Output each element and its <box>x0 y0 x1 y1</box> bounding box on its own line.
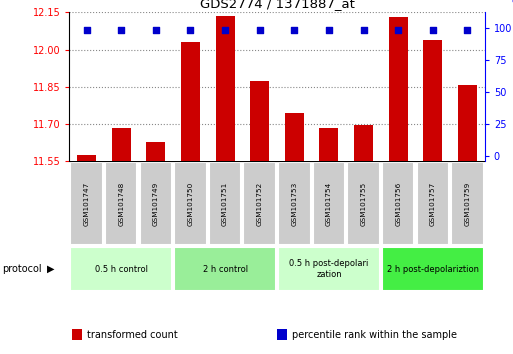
Point <box>152 28 160 33</box>
Text: ▶: ▶ <box>47 264 55 274</box>
Title: GDS2774 / 1371887_at: GDS2774 / 1371887_at <box>200 0 354 10</box>
Bar <box>146 142 165 161</box>
Text: GSM101747: GSM101747 <box>84 181 90 226</box>
FancyBboxPatch shape <box>278 247 380 291</box>
Point <box>255 28 264 33</box>
FancyBboxPatch shape <box>244 162 276 245</box>
Text: percentile rank within the sample: percentile rank within the sample <box>292 330 458 339</box>
Text: GSM101749: GSM101749 <box>153 181 159 226</box>
Text: GSM101753: GSM101753 <box>291 181 298 226</box>
FancyBboxPatch shape <box>209 162 241 245</box>
FancyBboxPatch shape <box>382 162 415 245</box>
Point <box>83 28 91 33</box>
Text: %: % <box>512 0 513 10</box>
Point <box>394 28 402 33</box>
Text: GSM101759: GSM101759 <box>464 181 470 226</box>
Text: GSM101750: GSM101750 <box>187 181 193 226</box>
Text: 2 h control: 2 h control <box>203 264 248 274</box>
FancyBboxPatch shape <box>70 247 172 291</box>
Point <box>186 28 194 33</box>
FancyBboxPatch shape <box>382 247 484 291</box>
Text: GSM101754: GSM101754 <box>326 181 332 226</box>
Text: 0.5 h control: 0.5 h control <box>95 264 148 274</box>
FancyBboxPatch shape <box>105 162 137 245</box>
FancyBboxPatch shape <box>313 162 345 245</box>
FancyBboxPatch shape <box>451 162 484 245</box>
Text: GSM101755: GSM101755 <box>361 181 367 226</box>
Bar <box>285 113 304 161</box>
Bar <box>389 17 408 161</box>
Bar <box>250 80 269 161</box>
Point <box>221 28 229 33</box>
FancyBboxPatch shape <box>417 162 449 245</box>
FancyBboxPatch shape <box>347 162 380 245</box>
Bar <box>423 40 442 161</box>
FancyBboxPatch shape <box>140 162 172 245</box>
FancyBboxPatch shape <box>174 162 207 245</box>
Text: 0.5 h post-depolari
zation: 0.5 h post-depolari zation <box>289 259 369 279</box>
Bar <box>215 16 234 161</box>
Text: GSM101748: GSM101748 <box>118 181 124 226</box>
FancyBboxPatch shape <box>278 162 310 245</box>
Point <box>117 28 125 33</box>
Point <box>463 28 471 33</box>
Text: 2 h post-depolariztion: 2 h post-depolariztion <box>387 264 479 274</box>
Bar <box>181 42 200 161</box>
Point <box>290 28 299 33</box>
Text: GSM101751: GSM101751 <box>222 181 228 226</box>
Point <box>429 28 437 33</box>
Text: GSM101756: GSM101756 <box>395 181 401 226</box>
Bar <box>320 127 339 161</box>
Point <box>325 28 333 33</box>
Text: GSM101752: GSM101752 <box>256 181 263 226</box>
Text: protocol: protocol <box>3 264 42 274</box>
Bar <box>77 155 96 161</box>
Bar <box>458 85 477 161</box>
Bar <box>354 125 373 161</box>
Text: GSM101757: GSM101757 <box>430 181 436 226</box>
Text: transformed count: transformed count <box>87 330 178 339</box>
Bar <box>112 127 131 161</box>
FancyBboxPatch shape <box>70 162 103 245</box>
FancyBboxPatch shape <box>174 247 277 291</box>
Point <box>360 28 368 33</box>
